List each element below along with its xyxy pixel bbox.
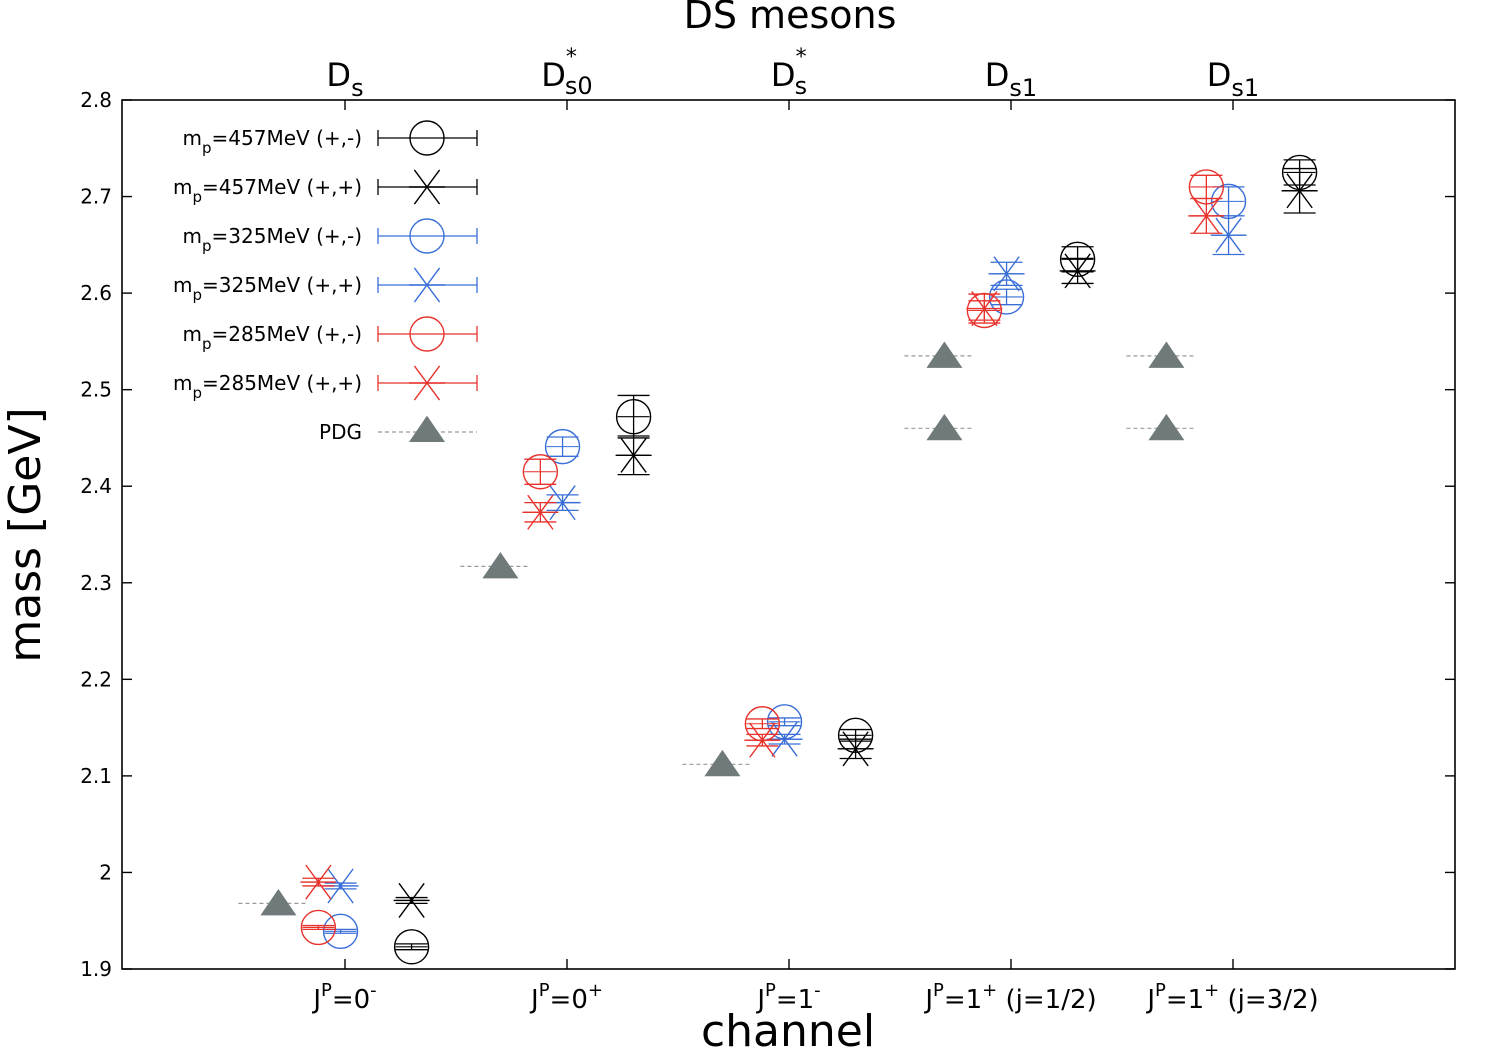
data-point: [1281, 173, 1318, 209]
x-axis: [344, 100, 1234, 969]
bottom-category-labels: JP=0- JP=0+ JP=1- JP=1+ (j=1/2) JP=1+ (j=3/2…: [311, 980, 1318, 1015]
pdg-triangle-point: [926, 413, 963, 441]
legend-marker: [409, 169, 445, 205]
data-point: [966, 291, 1003, 327]
data-point: [522, 494, 559, 530]
x-axis-label: channel: [701, 1006, 875, 1050]
top-category-labels: Ds D* s0 D* s Ds1 Ds1: [326, 45, 1259, 102]
data-point: [1188, 198, 1225, 234]
legend-label: mp=457MeV (+,+): [173, 175, 362, 206]
bottom-category-label: JP=1-: [755, 980, 820, 1015]
series-circle: [300, 169, 1225, 946]
y-tick-label: 2.4: [80, 474, 112, 498]
legend-label: mp=325MeV (+,-): [183, 224, 362, 255]
top-category-label: Ds1: [985, 56, 1037, 102]
legend-marker: [409, 316, 445, 352]
legend-marker: [409, 120, 445, 156]
pdg-triangle-point: [704, 749, 741, 777]
bottom-category-label: JP=1+ (j=1/2): [923, 980, 1096, 1015]
series-star: [393, 167, 1318, 918]
data-point: [300, 864, 337, 900]
data-point: [1059, 253, 1096, 289]
bottom-category-label: JP=1+ (j=3/2): [1145, 980, 1318, 1015]
series-star: [300, 197, 1225, 900]
series-star: [322, 215, 1247, 904]
legend-item: mp=457MeV (+,+): [173, 169, 478, 206]
legend-triangle-marker: [409, 415, 445, 442]
data-point: [544, 428, 581, 465]
y-axis: 1.9 2 2.1 2.2 2.3 2.4 2.5 2.6 2.7 2.8: [80, 88, 1455, 981]
data-point: [322, 913, 359, 950]
legend-item: mp=325MeV (+,+): [173, 267, 478, 304]
top-category-label: Ds: [326, 56, 363, 102]
pdg-triangle-point: [482, 551, 519, 579]
top-category-label: Ds1: [1207, 56, 1259, 102]
legend-label: mp=285MeV (+,-): [183, 322, 362, 353]
top-category-label: D* s: [771, 45, 807, 100]
series-circle: [393, 154, 1318, 965]
pdg-triangle-point: [926, 341, 963, 368]
data-point: [615, 399, 652, 435]
data-marks: [238, 154, 1318, 965]
data-point: [766, 721, 803, 757]
chart-title: DS mesons: [684, 0, 897, 37]
legend-label: mp=285MeV (+,+): [173, 371, 362, 402]
bottom-category-label: JP=0+: [529, 980, 603, 1015]
pdg-triangle-point: [1148, 413, 1185, 441]
legend-item: mp=285MeV (+,+): [173, 365, 478, 402]
y-axis-label: mass [GeV]: [0, 407, 51, 662]
data-point: [615, 437, 652, 473]
data-point: [300, 909, 337, 946]
data-point: [393, 882, 430, 918]
legend-item: mp=325MeV (+,-): [183, 218, 478, 255]
data-point: [744, 722, 781, 758]
legend-marker: [409, 267, 445, 303]
legend-label: mp=325MeV (+,+): [173, 273, 362, 304]
data-point: [1210, 217, 1247, 253]
data-point: [988, 256, 1025, 292]
data-point: [837, 731, 874, 767]
legend-label: PDG: [319, 420, 362, 444]
bottom-category-label: JP=0-: [311, 980, 376, 1015]
y-tick-label: 2.1: [80, 764, 112, 788]
y-tick-label: 2.2: [80, 667, 112, 691]
y-tick-label: 2.8: [80, 88, 112, 112]
y-tick-label: 2.5: [80, 378, 112, 402]
legend-marker: [409, 218, 445, 254]
data-point: [522, 454, 559, 490]
y-tick-label: 2.6: [80, 281, 112, 305]
series-triangle: [238, 341, 1197, 916]
pdg-triangle-point: [1148, 341, 1185, 368]
y-tick-label: 2: [99, 860, 112, 884]
y-tick-label: 2.3: [80, 571, 112, 595]
pdg-triangle-point: [260, 888, 297, 916]
legend-marker: [409, 365, 445, 401]
top-category-label: D* s0: [541, 45, 592, 100]
data-point: [393, 929, 430, 965]
legend-item: mp=285MeV (+,-): [183, 316, 478, 353]
legend: mp=457MeV (+,-) mp=457MeV (+,+) mp=325MeV …: [173, 120, 478, 444]
legend-item: mp=457MeV (+,-): [183, 120, 478, 157]
y-tick-label: 1.9: [80, 957, 112, 981]
legend-label: mp=457MeV (+,-): [183, 126, 362, 157]
legend-item: PDG: [319, 415, 477, 444]
y-tick-label: 2.7: [80, 185, 112, 209]
